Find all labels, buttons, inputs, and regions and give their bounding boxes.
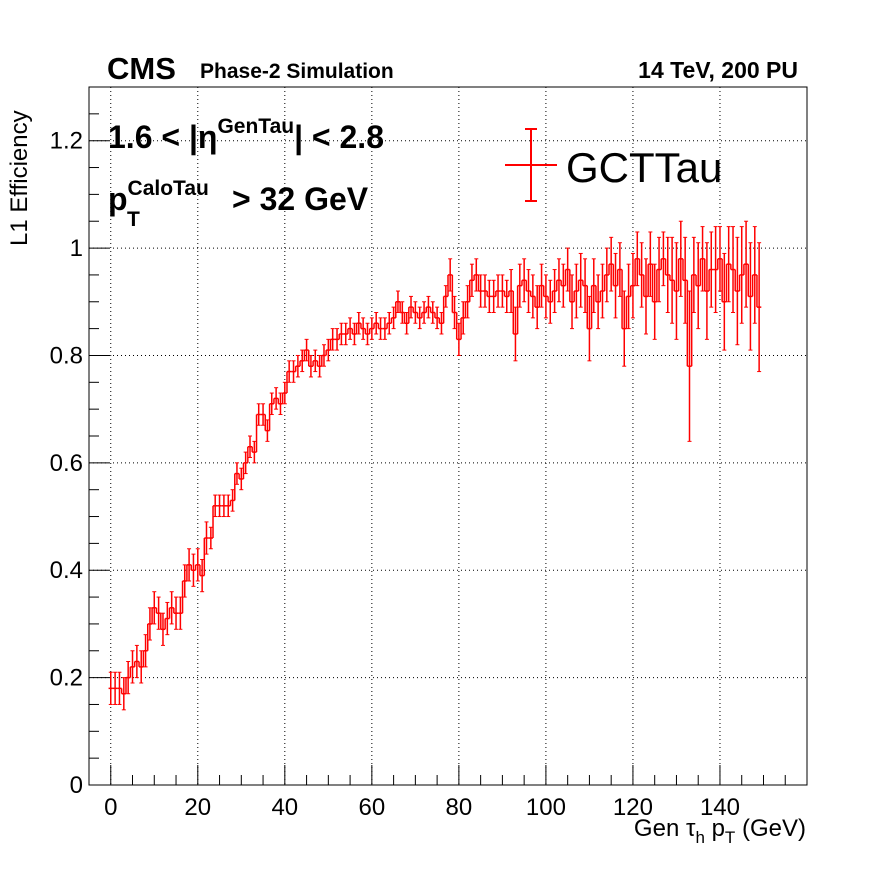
y-tick-label: 0.2	[50, 665, 83, 692]
data-point	[178, 596, 183, 630]
legend: GCTTau	[505, 128, 722, 202]
eta-prefix: 1.6 < |η	[108, 119, 217, 155]
y-tick-label: 0.4	[50, 557, 83, 584]
x-title-p: p	[705, 815, 725, 842]
x-tick-label: 0	[104, 794, 117, 821]
data-point	[661, 231, 666, 287]
x-tick-label: 20	[184, 794, 211, 821]
pt-suffix: > 32 GeV	[232, 181, 369, 217]
data-point	[713, 226, 718, 314]
y-tick-label: 0	[70, 772, 83, 799]
eta-superscript: GenTau	[217, 115, 294, 138]
conditions-label: 14 TeV, 200 PU	[638, 57, 798, 83]
y-tick-label: 0.6	[50, 450, 83, 477]
data-point	[221, 494, 227, 518]
eta-suffix: | < 2.8	[294, 119, 384, 155]
data-point	[556, 258, 562, 303]
eta-range-annotation: 1.6 < |ηGenTau| < 2.8	[108, 115, 384, 155]
data-point	[391, 306, 396, 330]
y-tick-label: 1.2	[50, 128, 83, 155]
y-tick-label: 0.8	[50, 342, 83, 369]
data-point	[112, 671, 118, 705]
plot-frame	[88, 86, 808, 786]
data-series-gcttau	[108, 220, 762, 711]
x-title-t-sub: T	[725, 828, 735, 847]
y-axis-title: L1 Efficiency	[6, 110, 33, 246]
experiment-label: CMS	[107, 51, 176, 86]
data-point	[482, 274, 488, 308]
x-tick-label: 80	[446, 794, 473, 821]
x-tick-label: 100	[526, 794, 566, 821]
pt-symbol: p	[108, 181, 128, 217]
x-tick-label: 40	[271, 794, 298, 821]
y-tick-label: 1	[70, 235, 83, 262]
x-title-unit: (GeV)	[735, 815, 806, 842]
data-point	[565, 247, 570, 292]
x-tick-label: 140	[700, 794, 740, 821]
status-label: Phase-2 Simulation	[200, 60, 394, 83]
tick-labels: 0 20 40 60 80 100 120 140 0 0.2 0.4 0.6 0.8 1 1.2	[50, 128, 740, 821]
data-point	[286, 360, 292, 383]
pt-threshold-annotation: pCaloTau T > 32 GeV	[108, 177, 369, 231]
x-axis-title: Gen τh pT (GeV)	[634, 815, 806, 847]
x-tick-label: 120	[613, 794, 653, 821]
x-tick-label: 60	[358, 794, 385, 821]
data-point	[204, 521, 209, 555]
x-title-gen: Gen τ	[634, 815, 696, 842]
pt-superscript: CaloTau	[128, 177, 209, 200]
data-point	[108, 671, 113, 705]
data-point	[291, 360, 296, 383]
x-title-h-sub: h	[695, 828, 704, 847]
data-point	[491, 279, 496, 314]
legend-entry-gcttau: GCTTau	[566, 144, 722, 191]
pt-subscript: T	[127, 208, 140, 231]
grid-lines	[89, 87, 807, 786]
data-point	[217, 494, 222, 518]
